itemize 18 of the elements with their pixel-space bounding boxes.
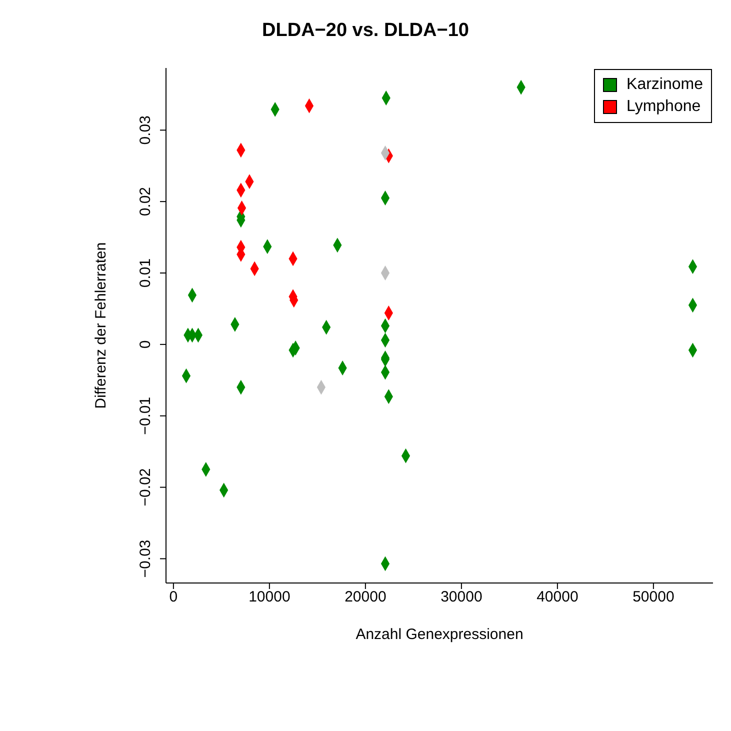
y-tick-label: 0 bbox=[137, 340, 154, 349]
y-tick-label: −0.01 bbox=[137, 396, 154, 435]
x-tick-label: 0 bbox=[169, 588, 178, 606]
x-tick-label: 20000 bbox=[344, 588, 386, 606]
legend-label: Karzinome bbox=[626, 75, 703, 95]
legend-label: Lymphone bbox=[626, 97, 702, 117]
y-tick-label: −0.03 bbox=[137, 540, 154, 578]
y-tick-label: 0.03 bbox=[137, 116, 154, 145]
x-tick-label: 40000 bbox=[536, 588, 578, 606]
x-tick-label: 50000 bbox=[632, 588, 674, 606]
chart-title: DLDA−20 vs. DLDA−10 bbox=[261, 20, 470, 42]
x-tick-label: 10000 bbox=[248, 588, 290, 606]
x-axis-title: Anzahl Genexpressionen bbox=[356, 626, 524, 643]
y-tick-label: −0.02 bbox=[137, 468, 154, 506]
y-tick-label: 0.01 bbox=[137, 258, 154, 288]
x-tick-label: 30000 bbox=[440, 588, 482, 606]
y-axis-title: Differenz der Fehlerraten bbox=[92, 242, 110, 409]
y-tick-label: 0.02 bbox=[137, 186, 154, 216]
